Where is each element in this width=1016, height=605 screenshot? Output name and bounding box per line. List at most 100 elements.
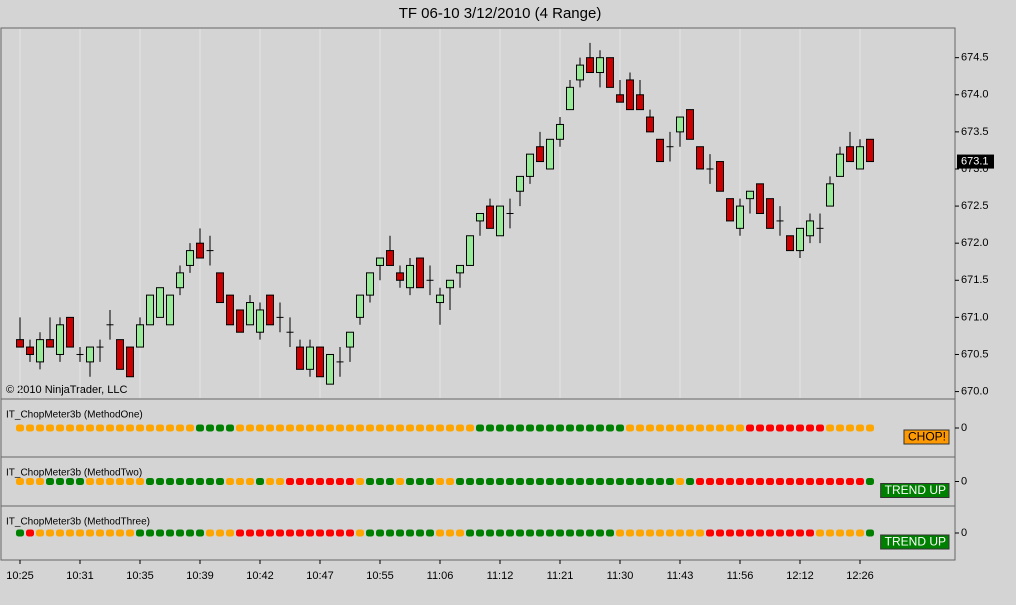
dot	[376, 529, 384, 537]
dot	[336, 478, 344, 485]
candle-body	[806, 220, 814, 237]
dot	[526, 529, 534, 537]
dot	[76, 529, 84, 537]
candle-body	[86, 346, 94, 363]
dot	[316, 424, 324, 432]
y-tick-label: 671.5	[961, 274, 989, 286]
dot	[426, 478, 434, 485]
candle-body	[726, 198, 734, 222]
dot	[406, 478, 414, 485]
dot	[416, 424, 424, 432]
candle-body	[56, 324, 64, 355]
copyright: © 2010 NinjaTrader, LLC	[6, 384, 127, 396]
dot	[376, 478, 384, 485]
dot	[776, 478, 784, 485]
dot	[226, 424, 234, 432]
dot	[806, 529, 814, 537]
dot	[386, 424, 394, 432]
dot	[776, 424, 784, 432]
dot	[596, 529, 604, 537]
candle-body	[66, 316, 74, 348]
dot	[836, 424, 844, 432]
dot	[456, 424, 464, 432]
dot	[656, 424, 664, 432]
dot	[436, 478, 444, 485]
dot	[46, 478, 54, 485]
dot	[866, 478, 874, 485]
dot	[796, 529, 804, 537]
candle-body	[626, 79, 634, 111]
dot	[616, 478, 624, 485]
x-tick-label: 11:12	[487, 570, 514, 582]
y-tick-label: 672.5	[961, 200, 989, 212]
dot	[636, 478, 644, 485]
dot	[856, 478, 864, 485]
candle-body	[526, 153, 534, 177]
dot	[256, 529, 264, 537]
dot	[186, 424, 194, 432]
dot	[526, 424, 534, 432]
dot	[26, 478, 34, 485]
candle-body	[16, 339, 24, 348]
dot	[226, 478, 234, 485]
dot	[606, 478, 614, 485]
dot	[236, 478, 244, 485]
dot	[216, 478, 224, 485]
x-tick-label: 11:06	[427, 570, 454, 582]
dot	[406, 424, 414, 432]
dot	[496, 424, 504, 432]
dot	[56, 424, 64, 432]
dot	[176, 478, 184, 485]
candle-body	[646, 116, 654, 133]
dot	[576, 424, 584, 432]
dot	[586, 424, 594, 432]
dot	[706, 529, 714, 537]
x-tick-label: 11:56	[727, 570, 754, 582]
dot	[726, 424, 734, 432]
dot	[246, 478, 254, 485]
last-price-box	[957, 154, 994, 169]
dot	[456, 478, 464, 485]
dot	[36, 478, 44, 485]
y-tick-label: 0	[961, 475, 967, 487]
dot	[796, 478, 804, 485]
dot	[506, 478, 514, 485]
dot	[86, 529, 94, 537]
candle-body	[156, 287, 164, 318]
dot	[216, 424, 224, 432]
dot	[496, 529, 504, 537]
dot	[546, 424, 554, 432]
candle-body	[266, 294, 274, 326]
dot	[316, 478, 324, 485]
chart-title: TF 06-10 3/12/2010 (4 Range)	[399, 5, 602, 22]
candle-body	[716, 161, 724, 192]
dot	[276, 478, 284, 485]
dot	[276, 424, 284, 432]
y-tick-label: 670.0	[961, 385, 989, 397]
candle-body	[26, 346, 34, 355]
x-tick-label: 11:21	[547, 570, 574, 582]
x-tick-label: 11:30	[607, 570, 634, 582]
dot	[546, 529, 554, 537]
dot	[136, 424, 144, 432]
dot	[826, 424, 834, 432]
dot	[226, 529, 234, 537]
dot	[396, 478, 404, 485]
dot	[46, 529, 54, 537]
dot	[726, 478, 734, 485]
y-tick-label: 0	[961, 527, 967, 539]
dot	[426, 424, 434, 432]
dot	[206, 424, 214, 432]
dot	[626, 529, 634, 537]
dot	[666, 424, 674, 432]
candle-body	[356, 294, 364, 318]
dot	[86, 424, 94, 432]
dot	[106, 424, 114, 432]
dot	[96, 424, 104, 432]
candle-body	[676, 116, 684, 133]
dot	[536, 478, 544, 485]
dot	[156, 529, 164, 537]
dot	[566, 478, 574, 485]
x-tick-label: 10:42	[246, 570, 274, 582]
dot	[246, 529, 254, 537]
